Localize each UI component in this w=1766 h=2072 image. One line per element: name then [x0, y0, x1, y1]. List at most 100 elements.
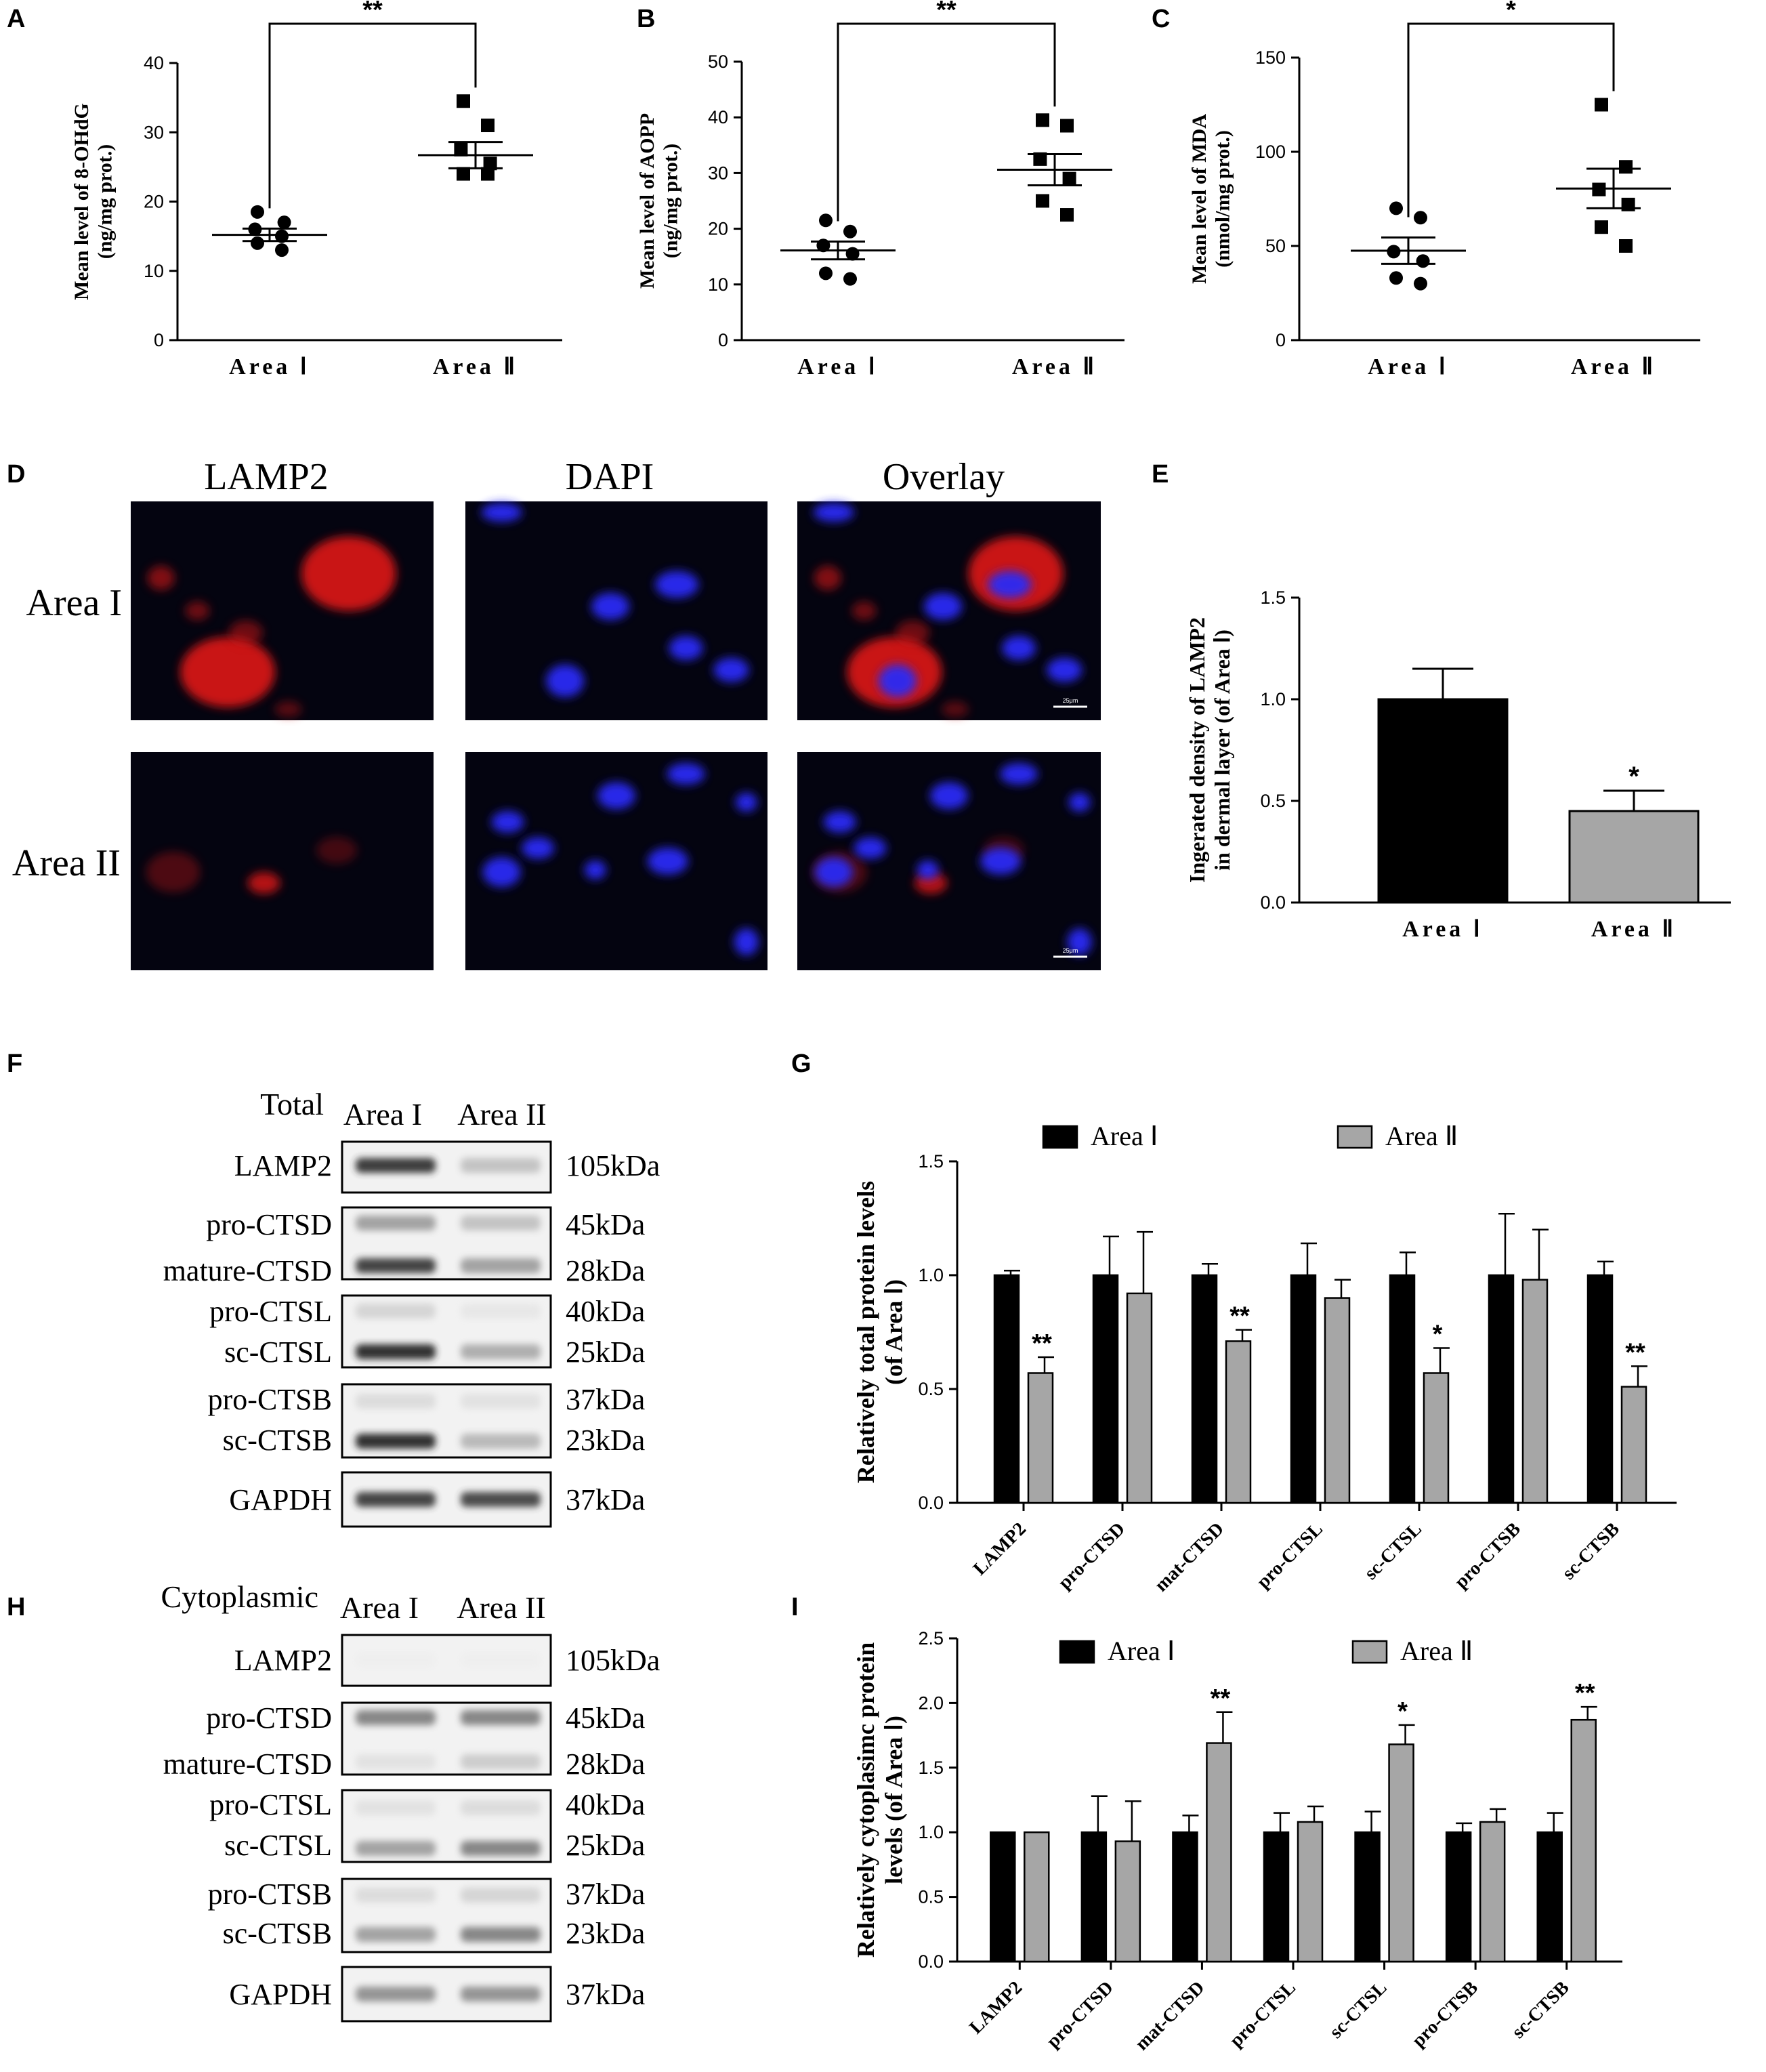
micro-image-r1-lamp2: [131, 501, 434, 720]
i-bar-area2: [1297, 1821, 1324, 1963]
b-category-label: Area Ⅰ: [797, 354, 879, 379]
b-point-area2: [1060, 208, 1074, 222]
blot-band: [461, 1434, 541, 1449]
c-point-area1: [1416, 254, 1430, 268]
a-point-area2: [483, 157, 497, 171]
lamp2-signal: [852, 601, 877, 621]
b-point-area2: [1060, 119, 1074, 133]
blot-protein-label: sc-CTSB: [223, 1917, 332, 1950]
lamp2-signal: [180, 636, 276, 707]
lamp2-signal: [228, 620, 263, 645]
micro-row-area2: Area II: [12, 842, 121, 884]
blot-lane-label: Area II: [457, 1097, 547, 1132]
lamp2-signal: [147, 566, 175, 591]
i-bar-area2: [1024, 1831, 1050, 1963]
a-point-area1: [277, 215, 291, 230]
g-legend-label-area2: Area Ⅱ: [1385, 1121, 1458, 1151]
c-ytick-label: 150: [1255, 47, 1286, 68]
c-ylabel-line: (nmol/mg prot.): [1212, 130, 1234, 268]
c-significance-label: *: [1506, 0, 1516, 24]
i-significance-label: **: [1211, 1684, 1231, 1713]
g-ytick-label: 0.0: [918, 1493, 944, 1513]
blot-band: [461, 1927, 541, 1942]
g-ytick-label: 0.5: [918, 1379, 944, 1399]
g-bar-area1: [1191, 1274, 1218, 1504]
blot-band: [356, 1492, 436, 1507]
i-ylabel-line: Relatively cytoplasimc protein: [852, 1642, 879, 1957]
blot-protein-label: pro-CTSD: [206, 1208, 332, 1241]
micro-col-dapi: DAPI: [566, 456, 654, 498]
blot-size-label: 28kDa: [566, 1747, 645, 1781]
blot-band: [356, 1800, 436, 1815]
blot-size-label: 37kDa: [566, 1978, 645, 2011]
blot-lane-label: Area I: [343, 1097, 422, 1132]
e-significance-label: *: [1628, 762, 1639, 791]
blot-protein-label: pro-CTSB: [208, 1878, 332, 1911]
b-ytick-label: 50: [708, 51, 728, 72]
blot-band: [356, 1304, 436, 1319]
lamp2-signal: [247, 872, 280, 894]
western-blot-h-cytoplasmic: Cytoplasmic Area I Area II LAMP2 105kDa pro-C…: [161, 1579, 660, 2023]
a-point-area2: [454, 142, 468, 157]
i-bar-area2: [1206, 1742, 1232, 1963]
i-category-label: sc-CTSB: [1508, 1977, 1574, 2043]
c-ytick-label: 0: [1276, 330, 1286, 350]
chart-b-aopp-scatter: 0 10 20 30 40 50 Mean level of AOPP(ng/mg prot…: [636, 0, 1124, 379]
dapi-nucleus: [930, 782, 968, 810]
a-ytick-label: 30: [144, 122, 164, 142]
microscopy-panel-d: LAMP2 DAPI Overlay Area I Area II 25μm 25…: [12, 456, 1101, 970]
c-point-area1: [1389, 271, 1403, 285]
blot-band: [356, 1258, 436, 1273]
c-point-area2: [1619, 160, 1633, 174]
b-point-area1: [843, 224, 857, 239]
i-legend-label-area1: Area Ⅰ: [1108, 1636, 1175, 1666]
b-point-area1: [819, 213, 833, 228]
a-point-area1: [275, 229, 289, 243]
lamp2-signal: [146, 852, 201, 893]
c-significance-bracket: [1407, 22, 1615, 217]
blot-size-label: 37kDa: [566, 1878, 645, 1911]
chart-e-lamp2-density-bar: 0.0 0.5 1.0 1.5 Ingerated density of LAMP2in…: [1185, 587, 1731, 942]
blot-band: [461, 1800, 541, 1815]
g-bar-area1: [1290, 1274, 1317, 1504]
c-ytick-label: 100: [1255, 142, 1286, 162]
a-point-area1: [251, 236, 264, 250]
a-category-label: Area Ⅰ: [229, 354, 310, 379]
dapi-nucleus: [667, 763, 705, 785]
blot-size-label: 40kDa: [566, 1788, 645, 1821]
blot-lane-label: Area I: [340, 1590, 419, 1625]
g-ylabel-line: Relatively total protein levels: [852, 1181, 879, 1483]
i-bar-area2: [1114, 1840, 1141, 1963]
b-point-area2: [1033, 152, 1047, 166]
c-point-area1: [1414, 276, 1427, 291]
b-point-area1: [843, 272, 857, 286]
blot-size-label: 23kDa: [566, 1424, 645, 1457]
lamp2-signal: [316, 836, 357, 864]
g-category-label: pro-CTSD: [1054, 1518, 1129, 1594]
dapi-nucleus: [481, 503, 522, 522]
b-ylabel: Mean level of AOPP(ng/mg prot.): [636, 113, 682, 289]
a-ytick-label: 20: [144, 192, 164, 212]
g-bar-area1: [1488, 1274, 1515, 1504]
blot-band: [461, 1710, 541, 1725]
c-point-area1: [1414, 211, 1427, 225]
blot-band: [461, 1754, 541, 1769]
blot-band: [356, 1344, 436, 1359]
blot-size-label: 37kDa: [566, 1383, 645, 1416]
micro-image-r1-overlay: 25μm: [797, 501, 1101, 720]
dapi-nucleus: [597, 782, 635, 810]
blot-band: [356, 1434, 436, 1449]
blot-band: [356, 1841, 436, 1856]
c-category-label: Area Ⅱ: [1571, 354, 1656, 379]
e-ytick-label: 1.5: [1260, 587, 1286, 608]
micro-image-r2-dapi: [465, 752, 768, 970]
a-point-area2: [457, 167, 470, 181]
micro-col-overlay: Overlay: [883, 456, 1005, 498]
c-ylabel-line: Mean level of MDA: [1188, 114, 1211, 284]
blot-protein-label: LAMP2: [234, 1644, 332, 1677]
g-legend-swatch-area2: [1337, 1125, 1373, 1149]
blot-protein-label: mature-CTSD: [163, 1254, 332, 1287]
blot-band: [356, 1710, 436, 1725]
a-point-area2: [457, 94, 470, 108]
